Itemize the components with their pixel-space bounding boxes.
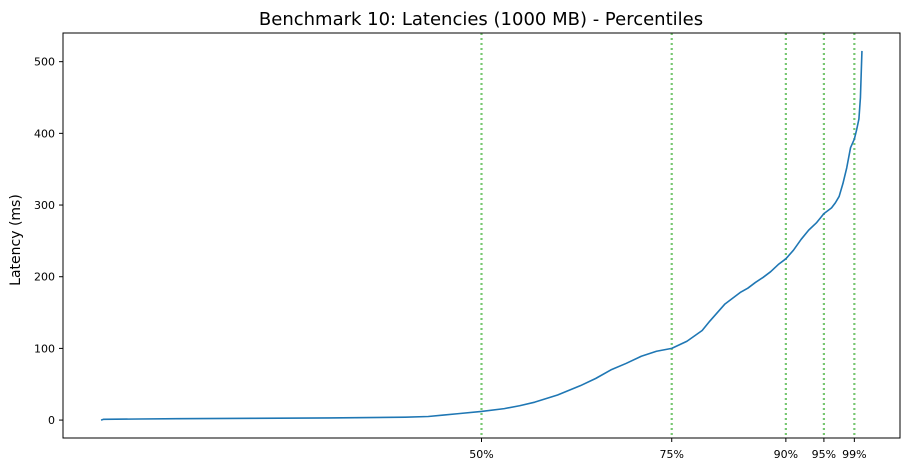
- x-tick-label-95: 95%: [812, 448, 836, 461]
- y-tick-label-500: 500: [34, 56, 55, 69]
- percentile-lines: [480, 33, 856, 438]
- x-tick-label-90: 90%: [774, 448, 798, 461]
- y-axis-label: Latency (ms): [8, 194, 24, 286]
- y-tick-label-200: 200: [34, 271, 55, 284]
- y-tick-label-0: 0: [48, 414, 55, 427]
- y-tick-label-100: 100: [34, 342, 55, 355]
- plot-frame: [62, 32, 901, 439]
- x-tick-label-99: 99%: [842, 448, 866, 461]
- y-axis-ticks: 0 100 200 300 400 500: [34, 56, 63, 427]
- series-line-0: [100, 50, 863, 421]
- x-tick-label-50: 50%: [469, 448, 493, 461]
- chart-title: Benchmark 10: Latencies (1000 MB) - Perc…: [259, 9, 703, 30]
- x-axis-ticks: 50% 75% 90% 95% 99%: [469, 438, 867, 461]
- y-tick-label-400: 400: [34, 127, 55, 140]
- x-tick-label-75: 75%: [660, 448, 684, 461]
- series-layer: [100, 50, 863, 421]
- y-tick-label-300: 300: [34, 199, 55, 212]
